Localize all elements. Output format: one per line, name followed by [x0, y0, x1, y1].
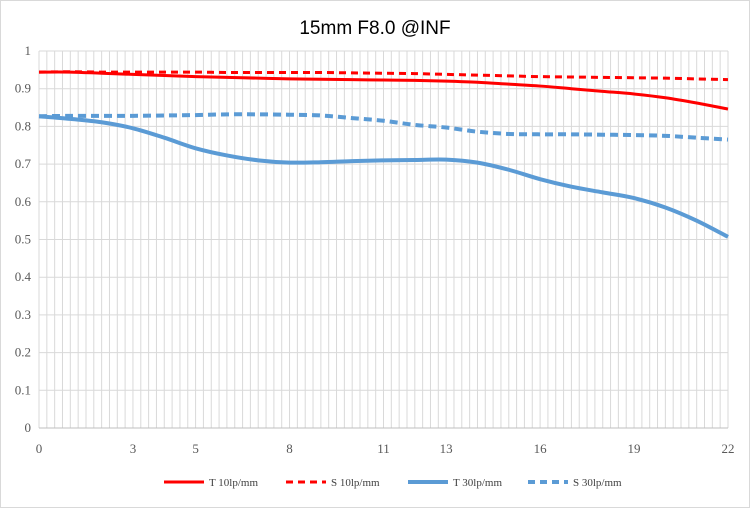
x-tick-label: 19 [628, 441, 641, 456]
y-tick-label: 0.7 [15, 156, 32, 171]
y-tick-label: 0.3 [15, 307, 31, 322]
legend-label: T 30lp/mm [453, 477, 502, 489]
x-tick-label: 3 [130, 441, 137, 456]
legend-label: S 10lp/mm [331, 477, 380, 489]
y-tick-label: 0 [25, 420, 32, 435]
y-tick-label: 1 [25, 43, 32, 58]
y-tick-label: 0.4 [15, 269, 32, 284]
x-tick-label: 0 [36, 441, 43, 456]
series-line-s-30lp-mm [38, 112, 729, 142]
legend-label: S 30lp/mm [573, 477, 622, 489]
axes: 0 0.1 0.2 0.3 0.4 0.5 0.6 0.7 0.8 0.9 1 0 3 5 8 11 13 16 1… [15, 43, 735, 456]
y-tick-label: 0.2 [15, 345, 31, 360]
x-tick-label: 8 [286, 441, 293, 456]
y-tick-label: 0.6 [15, 194, 32, 209]
chart-title: 15mm F8.0 @INF [299, 18, 450, 39]
x-tick-label: 16 [534, 441, 548, 456]
grid-lines [39, 50, 729, 428]
y-tick-label: 0.9 [15, 81, 31, 96]
y-tick-label: 0.5 [15, 232, 31, 247]
x-tick-label: 11 [377, 441, 390, 456]
legend-label: T 10lp/mm [209, 477, 258, 489]
legend: T 10lp/mm S 10lp/mm T 30lp/mm S 30lp/mm [164, 477, 622, 489]
series-line-t-10lp-mm [38, 70, 729, 111]
y-tick-label: 0.8 [15, 118, 31, 133]
x-tick-label: 13 [440, 441, 453, 456]
y-tick-label: 0.1 [15, 382, 31, 397]
x-tick-label: 22 [722, 441, 735, 456]
series-layer [38, 70, 729, 239]
series-line-t-30lp-mm [38, 114, 729, 239]
x-tick-label: 5 [192, 441, 199, 456]
